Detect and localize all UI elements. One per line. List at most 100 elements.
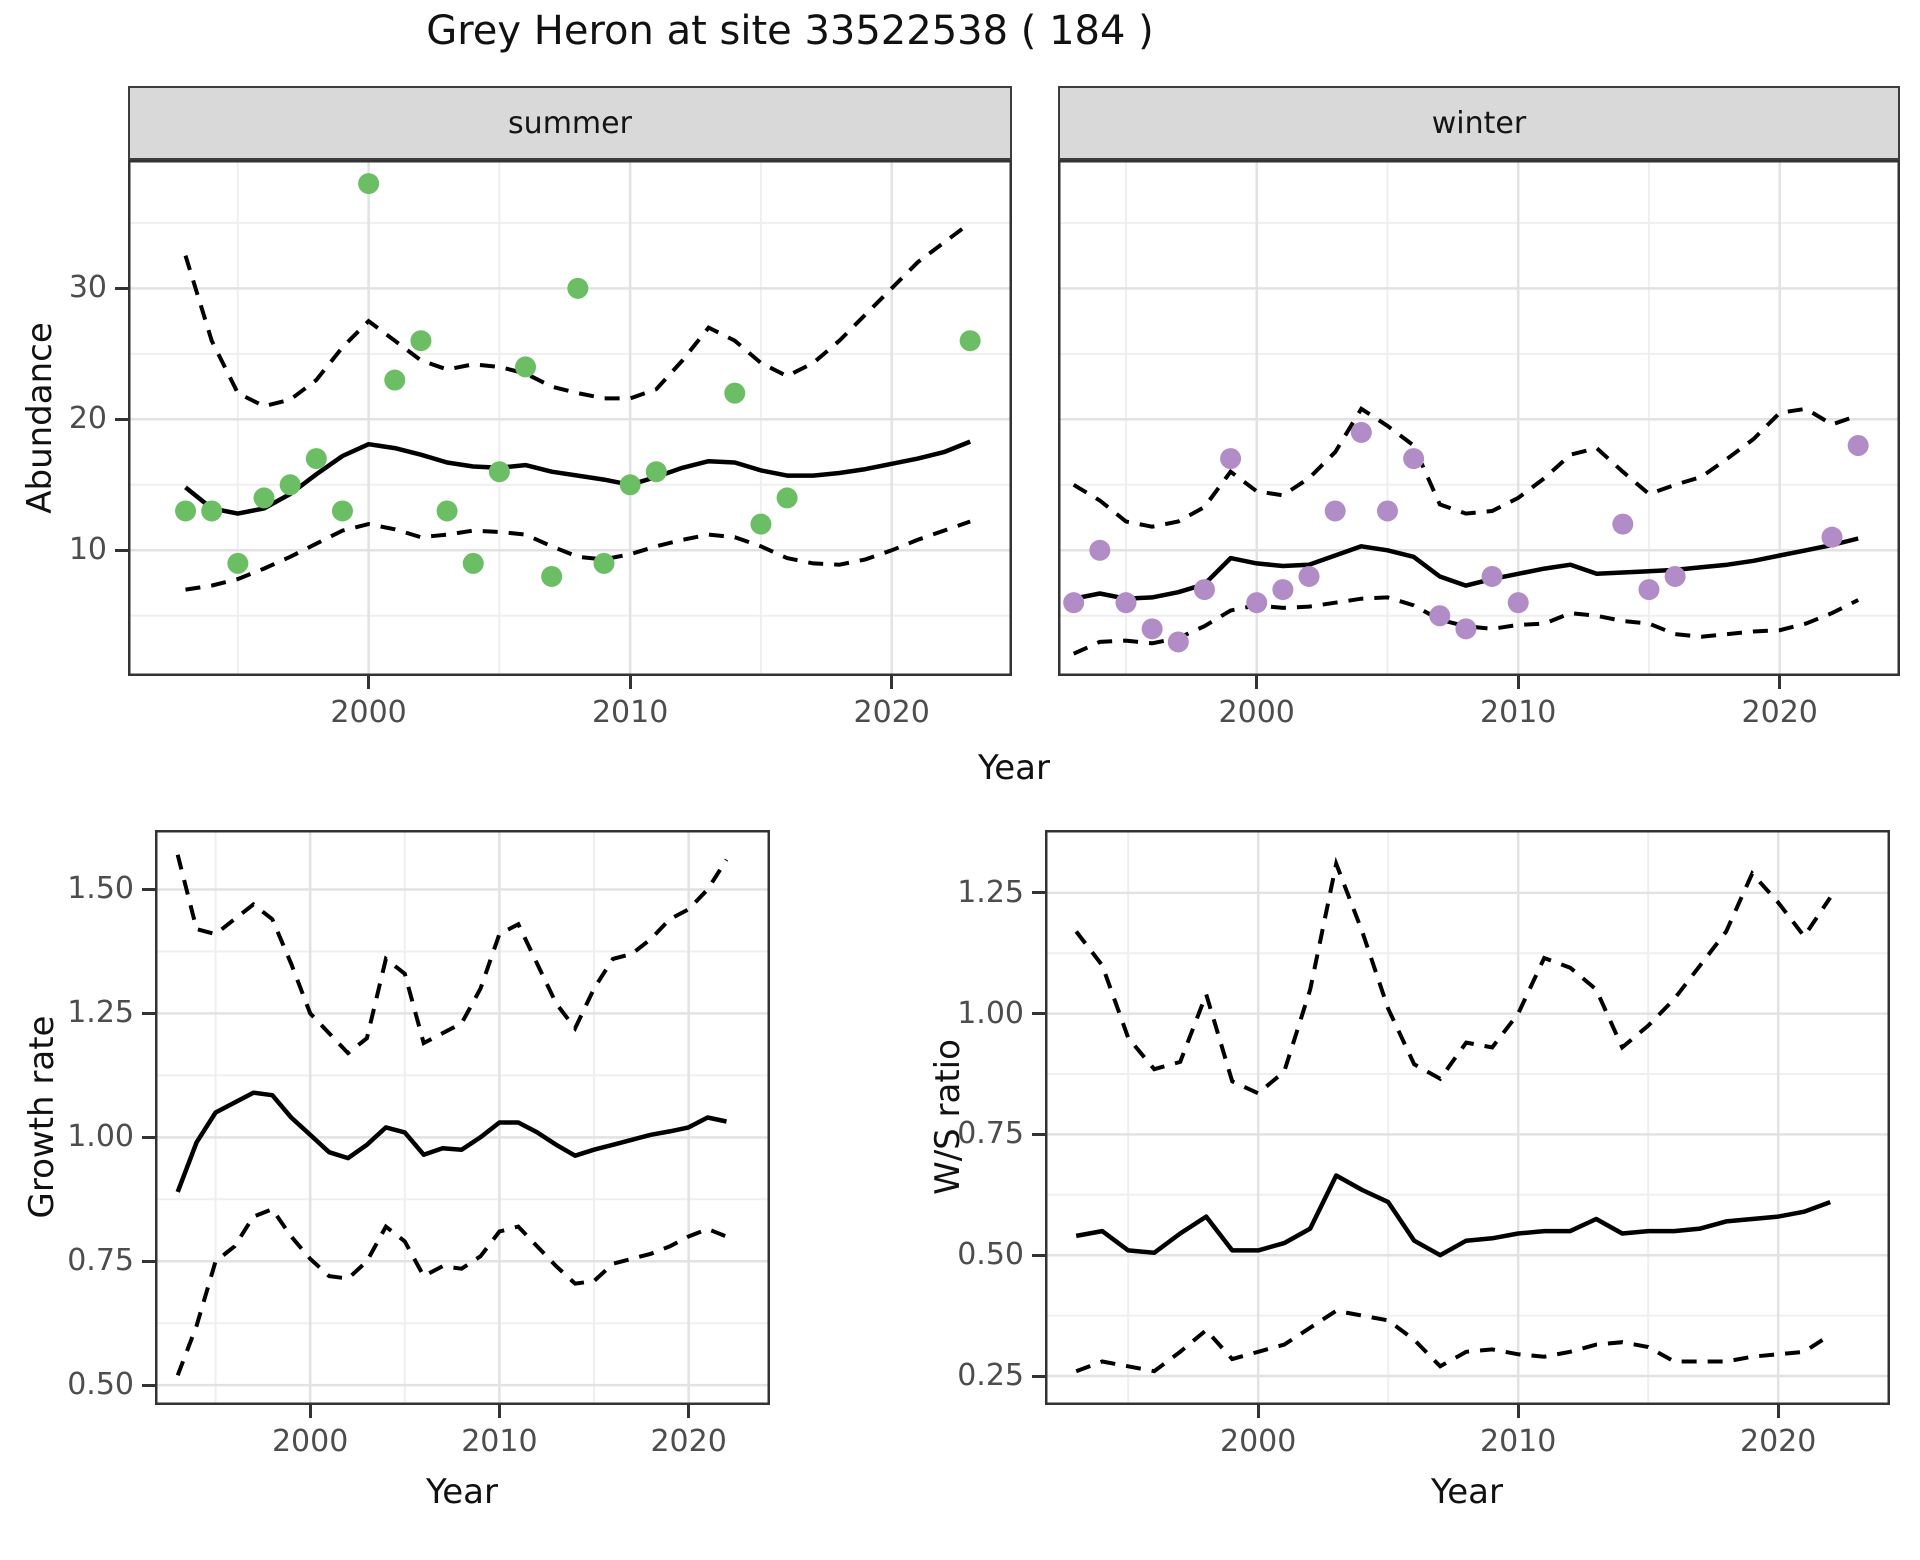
- x-tick-mark: [628, 676, 632, 689]
- x-tick-mark: [497, 1405, 501, 1418]
- y-tick-mark: [1032, 1132, 1045, 1136]
- y-tick-label: 0.25: [957, 1358, 1024, 1393]
- panel-border: [1058, 160, 1900, 676]
- data-point: [1664, 565, 1686, 587]
- panel-border: [155, 830, 770, 1405]
- data-point: [358, 173, 380, 195]
- facet-strip-summer-label: summer: [508, 105, 632, 141]
- facet-strip-winter: winter: [1058, 86, 1900, 160]
- y-tick-label: 1.25: [67, 995, 134, 1031]
- data-point: [1141, 618, 1163, 640]
- y-tick-label: 0.50: [957, 1237, 1024, 1273]
- facet-strip-summer: summer: [128, 86, 1012, 160]
- data-point: [1481, 565, 1503, 587]
- lower-ci-line: [175, 1206, 728, 1377]
- panel-background: [1045, 830, 1890, 1405]
- data-point: [1115, 592, 1137, 614]
- y-tick-label: 0.75: [67, 1243, 134, 1279]
- data-point: [1350, 421, 1372, 443]
- panel-background: [155, 830, 770, 1405]
- x-tick-label: 2020: [1741, 695, 1818, 730]
- x-tick-mark: [367, 676, 371, 689]
- data-point: [175, 500, 197, 522]
- upper-ci-line: [175, 854, 729, 1056]
- data-point: [1089, 539, 1111, 561]
- data-point: [1376, 500, 1398, 522]
- data-point: [1612, 513, 1634, 535]
- data-point: [1272, 579, 1294, 601]
- data-point: [1403, 448, 1425, 470]
- x-tick-mark: [1516, 676, 1520, 689]
- data-point: [201, 500, 223, 522]
- y-tick-mark: [142, 1259, 155, 1263]
- data-point: [593, 552, 615, 574]
- data-point: [1507, 592, 1529, 614]
- x-tick-label: 2010: [1480, 1424, 1557, 1459]
- x-tick-mark: [1256, 1405, 1260, 1418]
- data-point: [750, 513, 772, 535]
- growth-rate-axis-label: Growth rate: [22, 1015, 62, 1219]
- y-tick-mark: [142, 1135, 155, 1139]
- data-point: [1193, 579, 1215, 601]
- x-tick-mark: [687, 1405, 691, 1418]
- data-point: [619, 474, 641, 496]
- y-tick-label: 20: [68, 401, 107, 437]
- y-tick-mark: [142, 1383, 155, 1387]
- x-tick-label: 2000: [330, 695, 407, 730]
- summer-abundance-chart: [128, 160, 1012, 676]
- y-tick-label: 1.50: [67, 871, 134, 907]
- data-point: [1063, 592, 1085, 614]
- y-tick-label: 0.75: [957, 1116, 1024, 1152]
- upper-ci-line: [183, 221, 972, 409]
- y-tick-label: 1.25: [957, 874, 1024, 910]
- lower-ci-line: [1075, 1308, 1832, 1374]
- y-tick-mark: [1032, 1253, 1045, 1257]
- data-point: [1638, 579, 1660, 601]
- growth-year-axis-label: Year: [426, 1472, 498, 1512]
- x-tick-label: 2000: [271, 1424, 349, 1459]
- y-tick-label: 1.00: [67, 1119, 134, 1155]
- fit-line: [184, 439, 972, 516]
- x-tick-label: 2000: [1218, 695, 1295, 730]
- lower-ci-line: [1072, 595, 1860, 656]
- data-point: [305, 448, 327, 470]
- data-point: [331, 500, 353, 522]
- y-tick-mark: [1032, 1012, 1045, 1016]
- y-tick-mark: [1032, 891, 1045, 895]
- y-tick-label: 0.50: [67, 1367, 134, 1403]
- data-point: [1455, 618, 1477, 640]
- ws-ratio-chart: [1045, 830, 1890, 1405]
- x-tick-mark: [1778, 676, 1782, 689]
- growth-rate-chart: [155, 830, 770, 1405]
- x-tick-mark: [1255, 676, 1259, 689]
- data-point: [1298, 565, 1320, 587]
- x-tick-label: 2010: [461, 1424, 538, 1459]
- data-point: [410, 330, 432, 352]
- panel-background: [128, 160, 1012, 676]
- data-point: [384, 369, 406, 391]
- y-tick-label: 30: [68, 270, 107, 306]
- data-point: [253, 487, 275, 509]
- data-point: [488, 461, 510, 483]
- data-point: [227, 552, 249, 574]
- x-tick-label: 2010: [1480, 695, 1557, 730]
- data-point: [541, 565, 563, 587]
- top-year-axis-label: Year: [978, 748, 1050, 788]
- data-point: [1821, 526, 1843, 548]
- fit-line: [175, 1090, 727, 1193]
- lower-ci-line: [185, 519, 971, 592]
- fit-line: [1075, 1173, 1831, 1258]
- y-tick-label: 10: [68, 532, 107, 568]
- data-point: [1246, 592, 1268, 614]
- y-tick-mark: [115, 417, 128, 421]
- data-point: [462, 552, 484, 574]
- panel-border: [1045, 830, 1890, 1405]
- x-tick-label: 2020: [1740, 1424, 1817, 1459]
- upper-ci-line: [1072, 405, 1859, 529]
- data-point: [724, 382, 746, 404]
- upper-ci-line: [1074, 856, 1832, 1096]
- y-tick-mark: [1032, 1374, 1045, 1378]
- data-point: [1324, 500, 1346, 522]
- ws-year-axis-label: Year: [1431, 1472, 1503, 1512]
